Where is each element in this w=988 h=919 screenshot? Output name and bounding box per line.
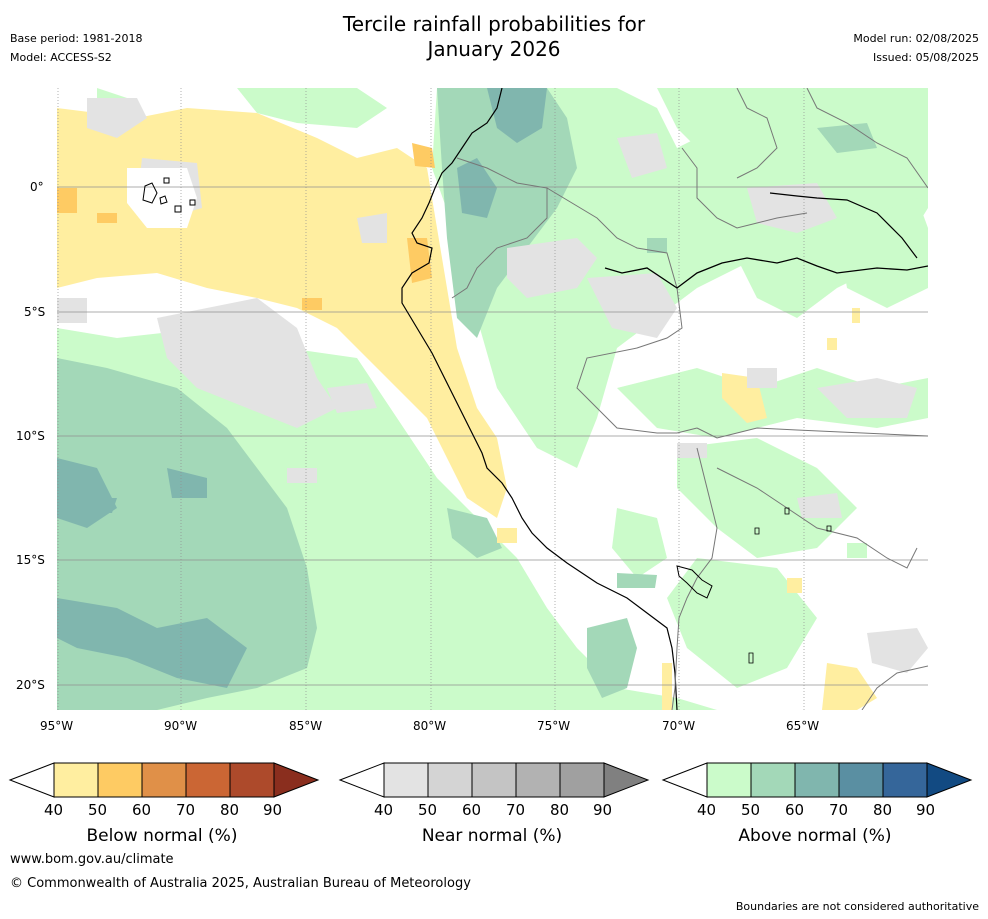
lat-label: 20°S — [16, 678, 45, 692]
amazon-river — [604, 257, 928, 289]
colorbar-swatch — [186, 763, 230, 797]
footer-url: www.bom.gov.au/climate — [10, 852, 174, 867]
probability-map — [57, 88, 928, 710]
colorbar-near-normal — [338, 762, 650, 798]
lat-label: 10°S — [16, 429, 45, 443]
colorbar-swatch — [707, 763, 751, 797]
base-period: Base period: 1981-2018 — [10, 32, 143, 45]
lat-label: 0° — [30, 180, 44, 194]
near-normal-regions — [57, 98, 928, 673]
colorbar-tick: 80 — [220, 801, 240, 819]
colorbar-swatch — [560, 763, 604, 797]
colorbar-tick: 90 — [263, 801, 283, 819]
colorbar-tick: 60 — [462, 801, 482, 819]
colorbar-extend — [274, 763, 318, 797]
map-title: Tercile rainfall probabilities for Janua… — [0, 12, 988, 62]
colorbar-tick: 60 — [785, 801, 805, 819]
colorbar-tick: 70 — [176, 801, 196, 819]
colorbar-swatch — [883, 763, 927, 797]
lon-label: 80°W — [413, 719, 447, 733]
model-run-date: Model run: 02/08/2025 — [853, 32, 979, 45]
colorbar-swatch — [54, 763, 98, 797]
colorbar-tick: 90 — [593, 801, 613, 819]
galapagos-islands — [142, 177, 196, 213]
colorbar-tick: 90 — [916, 801, 936, 819]
title-line-1: Tercile rainfall probabilities for — [342, 12, 646, 36]
colorbar-extend — [927, 763, 971, 797]
title-line-2: January 2026 — [427, 37, 561, 61]
colorbar-swatch — [428, 763, 472, 797]
galapagos-patch — [127, 168, 197, 228]
colorbar-swatch — [230, 763, 274, 797]
lat-label: 5°S — [24, 305, 46, 319]
colorbar-label: Below normal (%) — [86, 826, 238, 846]
colorbar-swatch — [751, 763, 795, 797]
lon-label: 70°W — [662, 719, 696, 733]
colorbar-tick: 70 — [829, 801, 849, 819]
coastline — [401, 88, 678, 710]
copyright: © Commonwealth of Australia 2025, Austra… — [10, 876, 471, 891]
lon-label: 85°W — [289, 719, 323, 733]
river-negro — [769, 192, 918, 259]
colorbar-tick: 50 — [741, 801, 761, 819]
colorbar-tick: 60 — [132, 801, 152, 819]
colorbar-tick: 70 — [506, 801, 526, 819]
colorbar-tick: 40 — [697, 801, 717, 819]
issued-date: Issued: 05/08/2025 — [872, 51, 979, 64]
colorbar-swatch — [384, 763, 428, 797]
model-name: Model: ACCESS-S2 — [10, 51, 112, 64]
graticule — [57, 88, 928, 710]
colorbar-swatch — [516, 763, 560, 797]
lon-label: 65°W — [786, 719, 820, 733]
colorbar-below-normal — [8, 762, 320, 798]
colorbar-swatch — [839, 763, 883, 797]
disclaimer: Boundaries are not considered authoritat… — [735, 900, 979, 913]
colorbar-tick: 50 — [418, 801, 438, 819]
colorbar-extend — [604, 763, 648, 797]
colorbar-label: Near normal (%) — [421, 826, 563, 846]
colorbar-label: Above normal (%) — [738, 826, 892, 846]
lon-label: 95°W — [40, 719, 74, 733]
small-lakes — [748, 507, 832, 664]
above-normal-60-regions — [57, 88, 547, 688]
colorbar-tick: 40 — [374, 801, 394, 819]
colorbar-tick: 40 — [44, 801, 64, 819]
colorbar-tick: 80 — [550, 801, 570, 819]
lon-label: 90°W — [164, 719, 198, 733]
lat-label: 15°S — [16, 553, 45, 567]
lake-titicaca — [676, 565, 713, 599]
colorbar-swatch — [98, 763, 142, 797]
colorbar-above-normal — [661, 762, 973, 798]
colorbar-swatch — [142, 763, 186, 797]
colorbar-swatch — [472, 763, 516, 797]
lon-label: 75°W — [537, 719, 571, 733]
colorbar-tick: 50 — [88, 801, 108, 819]
colorbar-swatch — [795, 763, 839, 797]
colorbar-tick: 80 — [873, 801, 893, 819]
